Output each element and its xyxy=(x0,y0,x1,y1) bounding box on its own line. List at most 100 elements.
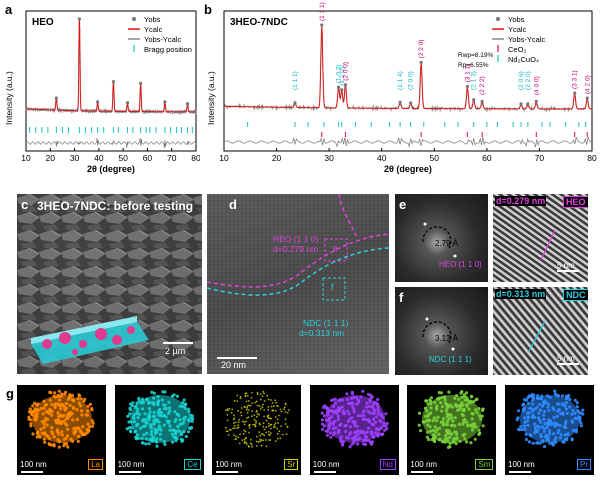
eds-element-tag: Ce xyxy=(184,459,201,470)
peak-hkl-label: (3 1 1) xyxy=(464,64,471,83)
peak-marker xyxy=(419,60,423,64)
peak-hkl-label: (1 1 0) xyxy=(339,67,346,86)
legend-label: CeO₂ xyxy=(508,45,526,54)
peak-marker xyxy=(54,96,58,100)
eds-map-nd: 100 nm Nd xyxy=(309,385,399,475)
x-tick-label: 20 xyxy=(46,153,56,163)
fft-e-distance: 2.79 Å xyxy=(435,239,459,248)
legend-label: Yobs-Ycalc xyxy=(144,35,181,44)
chart-a: 10 20 30 40 50 60 70 80 2θ (degree) HEO YobsYcalcY… xyxy=(21,10,200,174)
panel-c-sem-image: c 3HEO-7NDC: before testing 2 µm xyxy=(17,194,202,374)
series-yobs xyxy=(25,19,197,116)
eds-scale-text: 100 nm xyxy=(20,460,47,469)
scale-text-c: 2 µm xyxy=(165,346,186,356)
eds-scale-bar xyxy=(509,471,531,473)
panel-label-b: b xyxy=(204,2,212,17)
chart-title: 3HEO-7NDC xyxy=(230,17,288,28)
eds-scale-text: 100 nm xyxy=(410,460,438,469)
panel-f-fft-image: f 3.13 Å NDC (1 1 1) xyxy=(395,287,488,375)
fft-e-overlay xyxy=(422,222,457,258)
peak-marker xyxy=(77,17,82,21)
peak-hkl-label: (2 1 3) xyxy=(471,71,478,90)
sem-texture xyxy=(17,194,202,374)
series-yobs-ycalc xyxy=(223,136,593,148)
legend-label: Bragg position xyxy=(144,45,192,54)
peak-marker xyxy=(163,100,167,104)
eds-signal xyxy=(27,389,95,449)
legend-marker xyxy=(496,17,500,21)
eds-scale-bar xyxy=(21,471,43,473)
panel-e-ifft-image: d=0.279 nm HEO 5 nm xyxy=(493,194,588,282)
x-tick-label: 40 xyxy=(377,153,387,163)
x-axis-label: 2θ (degree) xyxy=(87,164,135,174)
panel-c-caption: 3HEO-7NDC: before testing xyxy=(37,199,194,213)
peak-hkl-label: (2 2 0) xyxy=(418,40,425,59)
eds-scale-text: 100 nm xyxy=(508,460,535,469)
peak-marker xyxy=(185,102,190,106)
x-tick-label: 70 xyxy=(535,153,545,163)
panel-label-c: c xyxy=(21,197,29,212)
x-tick-label: 70 xyxy=(167,153,177,163)
scale-bar-f xyxy=(557,363,579,365)
x-tick-label: 80 xyxy=(191,153,200,163)
legend-label: Ycalc xyxy=(508,25,527,34)
peak-marker xyxy=(534,99,538,103)
scale-bar-d xyxy=(217,357,257,359)
series-ycalc xyxy=(26,18,196,113)
eds-map-sr: 100 nm Sr xyxy=(212,385,302,475)
box-label-f: f xyxy=(331,282,334,292)
eds-element-tag: Sm xyxy=(475,459,494,470)
dspacing-e: d=0.279 nm xyxy=(495,196,547,206)
scale-text-d: 20 nm xyxy=(221,360,247,370)
lattice-fringes-e xyxy=(493,194,588,282)
fft-f-distance: 3.13 Å xyxy=(435,334,459,343)
peak-marker xyxy=(125,101,130,105)
fit-stat-rwp: Rwp=8.19% xyxy=(458,52,493,59)
peak-hkl-label: (4 2 0) xyxy=(584,75,591,94)
peak-marker xyxy=(111,79,116,84)
box-label-e: e xyxy=(333,243,339,253)
x-tick-label: 30 xyxy=(70,153,80,163)
eds-scale-bar xyxy=(216,471,239,473)
peak-marker xyxy=(320,23,324,27)
legend-label: Nd₂CuO₄ xyxy=(508,55,539,64)
peak-marker xyxy=(585,96,589,100)
peak-marker xyxy=(409,101,413,105)
peak-marker xyxy=(337,85,341,89)
eds-signal xyxy=(320,389,389,449)
series-ycalc xyxy=(224,24,592,110)
eds-scale-text: 100 nm xyxy=(117,460,145,469)
chart-b: 10 20 30 40 50 60 70 80 2θ (degree) 3HEO-7NDC (1 1… xyxy=(219,2,597,174)
x-tick-label: 30 xyxy=(324,153,334,163)
peak-marker xyxy=(340,88,344,92)
scale-bar-c xyxy=(163,342,193,344)
schematic-inset xyxy=(31,316,149,364)
lattice-fringes-f xyxy=(493,287,588,375)
eds-element-tag: Sr xyxy=(284,459,299,470)
peak-marker xyxy=(519,102,523,106)
peak-marker xyxy=(480,99,484,103)
scale-text-e: 5 nm xyxy=(557,261,575,270)
x-tick-label: 10 xyxy=(21,153,31,163)
eds-scale-bar xyxy=(313,471,336,473)
panel-label-d: d xyxy=(229,197,237,212)
x-tick-label: 80 xyxy=(587,153,597,163)
eds-element-tag: La xyxy=(88,459,103,470)
heo-dspacing-label: d=0.279 nm xyxy=(273,244,319,254)
peak-hkl-label: (3 3 1) xyxy=(572,70,579,89)
legend-label: Yobs xyxy=(144,15,161,24)
x-axis-label: 2θ (degree) xyxy=(384,164,432,174)
peak-marker xyxy=(573,91,577,95)
eds-scale-text: 100 nm xyxy=(312,460,340,469)
panel-b: b Intensity (a.u.) 10 20 30 40 50 60 70 80 2θ (d… xyxy=(200,0,600,175)
peak-hkl-label: (2 2 2) xyxy=(479,76,486,95)
x-tick-label: 10 xyxy=(219,153,229,163)
eds-scale-bar xyxy=(118,471,141,473)
eds-map-ce: 100 nm Ce xyxy=(114,385,204,475)
fft-f-plane: NDC (1 1 1) xyxy=(429,355,472,364)
panel-f-ifft-image: d=0.313 nm NDC 5 nm xyxy=(493,287,588,375)
eds-signal xyxy=(125,390,194,448)
panel-a: a Intensity (a.u.) 10 20 30 40 50 60 70 80 2θ (d… xyxy=(0,0,200,175)
peak-marker xyxy=(96,100,100,104)
peak-hkl-label: (1 1 1) xyxy=(319,2,326,21)
